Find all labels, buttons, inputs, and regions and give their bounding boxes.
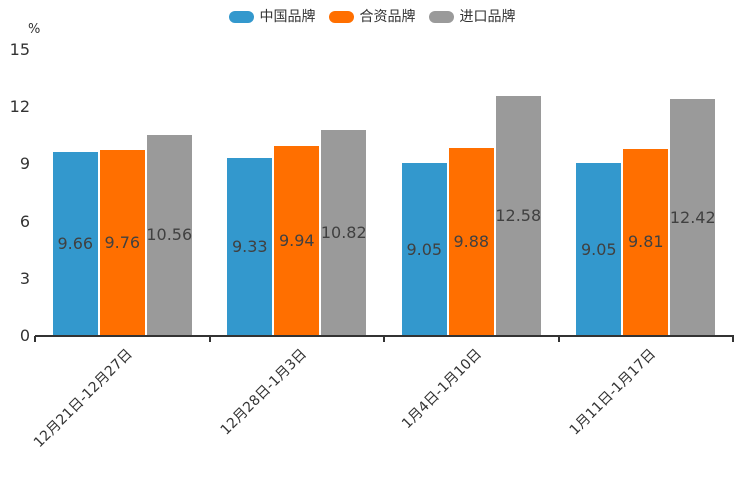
- bar-中国品牌-3: [401, 163, 447, 336]
- x-axis-tick-mark: [383, 336, 385, 342]
- bar-进口品牌-4: [670, 99, 716, 336]
- bar-中国品牌-1: [52, 151, 98, 336]
- y-axis-unit-label: %: [28, 22, 41, 37]
- bar-value-label: 12.58: [495, 206, 542, 226]
- legend-item-imported-brand[interactable]: 进口品牌: [428, 8, 516, 26]
- legend-swatch-joint-venture-brand-icon: [328, 11, 354, 23]
- bar-value-label: 9.76: [104, 232, 141, 252]
- legend-swatch-china-brand-icon: [228, 11, 254, 23]
- bar-合资品牌-1: [99, 149, 145, 336]
- bar-value-label: 9.88: [453, 231, 490, 251]
- x-axis-category-label: 1月4日-1月10日: [398, 346, 485, 433]
- x-axis-category-label: 12月28日-1月3日: [217, 346, 311, 439]
- bar-中国品牌-2: [227, 158, 273, 336]
- bar-value-label: 9.05: [580, 239, 617, 259]
- legend-label: 中国品牌: [259, 9, 316, 25]
- bar-进口品牌-2: [321, 129, 367, 336]
- x-axis-category-label: 1月11日-1月17日: [566, 346, 660, 439]
- bar-value-label: 12.42: [669, 207, 716, 227]
- x-axis-tick-mark: [732, 336, 734, 342]
- x-axis-tick-mark: [34, 336, 36, 342]
- legend-label: 进口品牌: [459, 9, 516, 25]
- bar-value-label: 9.05: [406, 239, 443, 259]
- y-axis-tick-label: 6: [19, 211, 30, 231]
- y-axis-tick-label: 0: [19, 326, 30, 345]
- bar-value-label: 9.94: [278, 231, 315, 251]
- bar-value-label: 9.66: [57, 233, 94, 253]
- x-axis-tick-mark: [557, 336, 560, 342]
- bar-合资品牌-3: [448, 147, 494, 336]
- legend-item-china-brand[interactable]: 中国品牌: [228, 8, 316, 26]
- y-axis-tick-label: 12: [9, 97, 30, 117]
- y-axis-tick-label: 9: [19, 154, 30, 174]
- bar-value-label: 9.33: [231, 237, 268, 257]
- legend-swatch-imported-brand-icon: [428, 11, 454, 23]
- x-axis-tick-mark: [208, 336, 211, 342]
- bar-进口品牌-3: [495, 96, 541, 336]
- x-axis-category-label: 12月21日-12月27日: [30, 346, 136, 451]
- y-axis-tick-label: 15: [9, 40, 30, 59]
- bar-value-label: 9.81: [627, 232, 664, 252]
- legend-item-joint-venture-brand[interactable]: 合资品牌: [328, 8, 416, 26]
- bar-value-label: 10.82: [320, 222, 367, 242]
- bar-合资品牌-2: [274, 146, 320, 336]
- legend: 中国品牌 合资品牌 进口品牌: [0, 8, 744, 26]
- y-axis-tick-label: 3: [19, 268, 30, 288]
- bar-进口品牌-1: [146, 134, 192, 336]
- bar-中国品牌-4: [576, 163, 622, 336]
- bar-value-label: 10.56: [146, 225, 193, 245]
- legend-label: 合资品牌: [359, 9, 416, 25]
- bar-合资品牌-4: [623, 148, 669, 336]
